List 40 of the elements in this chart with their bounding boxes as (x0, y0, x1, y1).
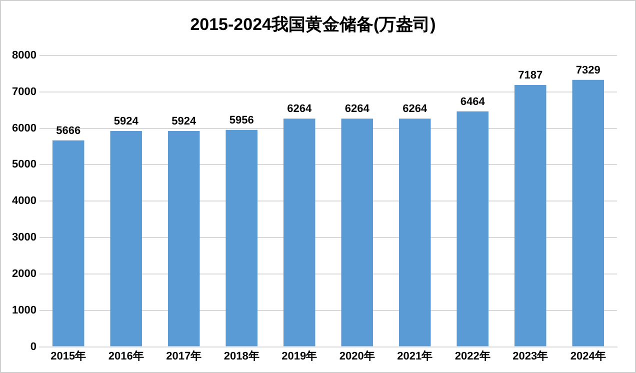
data-label: 6264 (402, 103, 428, 116)
y-tick-label: 8000 (12, 49, 36, 62)
x-tick-label: 2022年 (454, 349, 490, 362)
x-tick-label: 2015年 (50, 349, 86, 362)
y-tick-label: 5000 (12, 158, 36, 171)
chart-title: 2015-2024我国黄金储备(万盎司) (190, 14, 436, 34)
bar (456, 111, 488, 346)
bar (110, 131, 142, 346)
x-tick-label: 2023年 (512, 349, 548, 362)
x-tick-label: 2021年 (397, 349, 433, 362)
x-tick-label: 2024年 (570, 349, 606, 362)
data-label: 6264 (344, 103, 370, 116)
bar (514, 85, 546, 346)
bar (168, 131, 200, 346)
bar (283, 118, 316, 346)
y-tick-label: 2000 (12, 268, 36, 280)
data-label: 6264 (287, 103, 312, 116)
x-tick-label: 2018年 (224, 349, 260, 362)
y-tick-label: 0 (30, 340, 36, 353)
y-tick-label: 4000 (12, 195, 36, 208)
data-label: 6464 (460, 96, 486, 108)
data-label: 5956 (229, 114, 254, 126)
bar (398, 118, 431, 346)
data-label: 5924 (172, 116, 197, 128)
bar (341, 118, 373, 346)
x-tick-label: 2017年 (166, 349, 202, 362)
bar (52, 140, 84, 346)
x-tick-label: 2020年 (339, 349, 375, 362)
bar (572, 80, 604, 346)
y-tick-label: 6000 (12, 122, 36, 134)
data-label: 7329 (576, 64, 600, 76)
y-tick-label: 7000 (12, 86, 36, 98)
x-tick-label: 2016年 (108, 349, 144, 362)
y-tick-label: 1000 (12, 304, 36, 316)
data-label: 7187 (518, 70, 543, 82)
data-label: 5924 (114, 116, 140, 128)
x-tick-label: 2019年 (282, 349, 318, 362)
bar (226, 130, 258, 346)
data-label: 5666 (56, 124, 81, 137)
y-tick-label: 3000 (12, 232, 36, 244)
